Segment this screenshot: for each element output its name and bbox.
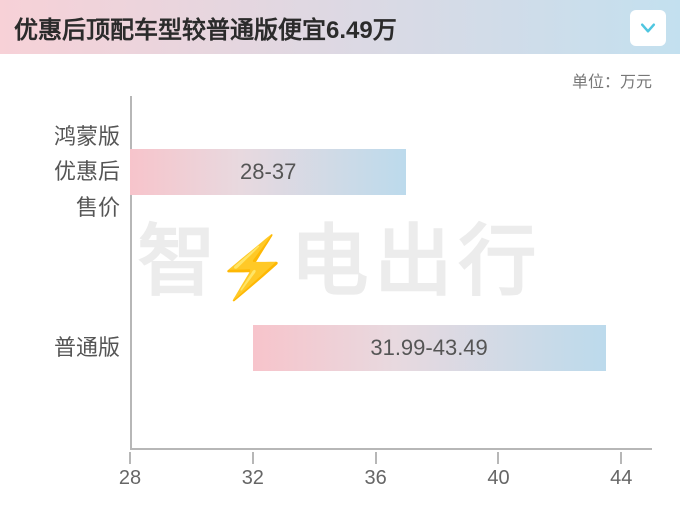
unit-label: 单位：万元 — [572, 68, 652, 92]
bar-value-label: 28-37 — [240, 159, 296, 185]
price-bar: 28-37 — [130, 149, 406, 195]
title-bar: 优惠后顶配车型较普通版便宜6.49万 — [0, 0, 680, 54]
x-tick-label: 28 — [119, 467, 141, 490]
x-tick — [129, 452, 131, 464]
price-range-chart: 283236404428-3731.99-43.49 — [130, 96, 652, 464]
price-bar: 31.99-43.49 — [253, 325, 606, 371]
x-tick — [620, 452, 622, 464]
x-tick — [497, 452, 499, 464]
x-tick — [375, 452, 377, 464]
category-label: 普通版 — [10, 330, 120, 365]
chart-title: 优惠后顶配车型较普通版便宜6.49万 — [14, 10, 397, 45]
bar-value-label: 31.99-43.49 — [370, 335, 487, 361]
x-tick-label: 40 — [487, 467, 509, 490]
x-tick — [252, 452, 254, 464]
category-label: 鸿蒙版优惠后售价 — [10, 119, 120, 225]
x-axis — [130, 448, 652, 450]
x-tick-label: 44 — [610, 467, 632, 490]
dropdown-button[interactable] — [630, 10, 666, 46]
x-tick-label: 36 — [365, 467, 387, 490]
chevron-down-icon — [638, 18, 658, 38]
x-tick-label: 32 — [242, 467, 264, 490]
